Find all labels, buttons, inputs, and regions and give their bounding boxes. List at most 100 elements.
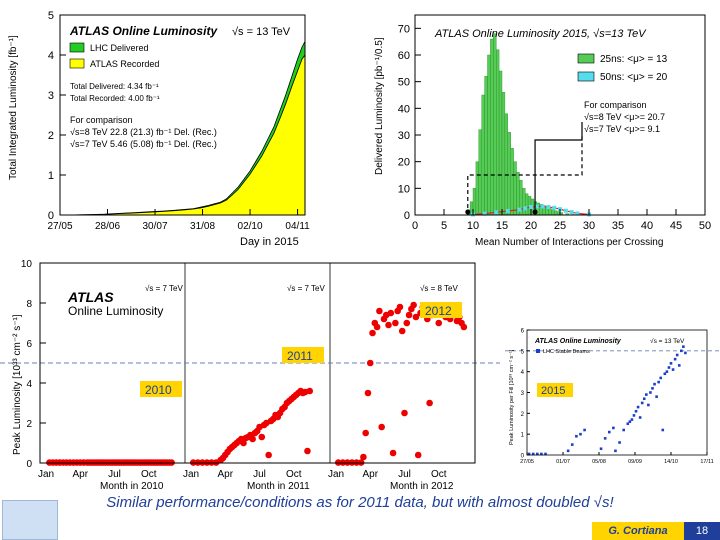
x-tick-label: 27/05 [520, 459, 534, 465]
data-point [653, 382, 656, 386]
marker-dot-8tev [532, 209, 538, 215]
histogram-bar-25ns [498, 70, 503, 216]
y-tick-label: 20 [398, 157, 410, 169]
chart-title: ATLAS [67, 289, 114, 305]
x-tick-label: 09/09 [628, 459, 642, 465]
data-point [544, 452, 547, 456]
comparison-8tev: √s=8 TeV <μ>= 20.7 [584, 112, 665, 122]
data-point-2012 [414, 451, 422, 459]
x-tick-label: 31/08 [190, 221, 215, 232]
peak-luminosity-history-chart: Jan Apr Jul Oct Jan Apr Jul Oct Jan Apr Jul Oct 0 2 4 6… [0, 255, 500, 495]
x-tick-label: Jan [328, 469, 344, 480]
y-tick-label: 30 [398, 130, 410, 142]
x-tick-label: Apr [217, 469, 233, 480]
data-point-2012 [378, 423, 385, 431]
legend-label-delivered: LHC Delivered [90, 43, 149, 53]
data-point-2011 [306, 387, 314, 395]
data-point-2012 [373, 323, 381, 331]
histogram-bar-25ns [487, 54, 491, 216]
page-number: 18 [684, 522, 720, 540]
year-label-2011-highlight [282, 347, 324, 363]
chart-title: ATLAS Online Luminosity [534, 338, 622, 345]
x-tick-label: 05/08 [592, 459, 606, 465]
y-tick-label: 0 [48, 210, 54, 222]
y-tick-label: 8 [26, 299, 32, 310]
data-point [607, 430, 611, 434]
histogram-bar-25ns [504, 113, 508, 216]
data-point-2012 [412, 313, 420, 321]
pileup-distribution-chart: 0 10 20 30 40 50 60 70 0 5 10 15 20 25 30 35 40 45 50 ATLA… [360, 0, 720, 250]
data-point-2012 [392, 319, 399, 327]
data-point [682, 345, 685, 348]
x-tick-label: 35 [612, 220, 624, 232]
x-tick-label: 02/10 [238, 221, 263, 232]
x-tick-label: Jul [108, 469, 121, 480]
data-point [570, 443, 574, 446]
chart-title: ATLAS Online Luminosity [69, 24, 218, 38]
data-point-2012 [426, 399, 433, 407]
x-tick-label: Oct [431, 469, 447, 480]
data-point [649, 391, 652, 394]
data-point-2012 [405, 311, 413, 319]
x-tick-label: 40 [641, 220, 653, 232]
x-tick-label: 17/11 [700, 459, 713, 465]
legend-label: LHC Stable Beams [543, 349, 590, 355]
y-tick-label: 2 [26, 419, 32, 430]
y-tick-label: 4 [521, 370, 525, 376]
y-tick-label: 0 [404, 210, 410, 222]
x-axis-label-2010: Month in 2010 [100, 481, 164, 492]
x-tick-label: Jan [38, 469, 54, 480]
histogram-bar-25ns [481, 94, 485, 216]
data-point-2012 [460, 323, 468, 331]
y-tick-label: 4 [26, 379, 32, 390]
legend-swatch-50ns [577, 71, 595, 82]
comparison-7tev: √s=7 TeV <μ>= 9.1 [584, 124, 660, 134]
data-point [583, 428, 586, 432]
data-point [657, 380, 660, 384]
y-tick-label: 3 [48, 90, 54, 102]
y-tick-label: 1 [48, 170, 54, 182]
y-tick-label: 40 [398, 103, 410, 115]
data-point-50ns [517, 207, 522, 212]
data-point [640, 401, 644, 405]
data-point-50ns [534, 204, 539, 209]
histogram-bar-25ns [478, 129, 482, 216]
marker-8tev [534, 122, 583, 215]
total-delivered: Total Delivered: 4.34 fb⁻¹ [70, 82, 159, 91]
marker-dot-7tev [465, 209, 471, 215]
y-tick-label: 0 [521, 454, 525, 460]
histogram-bar-25ns [501, 92, 506, 216]
x-tick-label: 20 [525, 220, 537, 232]
y-tick-label: 2 [48, 130, 54, 142]
y-tick-label: 50 [398, 77, 410, 89]
x-tick-label: Apr [362, 469, 378, 480]
x-tick-label: 0 [412, 220, 418, 232]
y-tick-label: 1 [521, 433, 525, 439]
data-point [645, 393, 648, 396]
data-point-2012 [385, 321, 392, 329]
chart-subtitle: Online Luminosity [68, 304, 163, 318]
histogram-bar-25ns [510, 148, 514, 216]
y-tick-label: 70 [398, 23, 410, 35]
energy-label: √s = 13 TeV [232, 26, 291, 38]
data-point-2012 [396, 303, 404, 311]
histogram-bar-25ns [507, 132, 511, 216]
year-label-2010: 2010 [145, 383, 172, 397]
histogram-bar-25ns [495, 49, 500, 216]
x-tick-label: 45 [670, 220, 682, 232]
data-point-2012 [398, 327, 406, 335]
histogram-bar-25ns [513, 161, 517, 216]
data-point [622, 428, 625, 432]
data-point [675, 353, 679, 357]
x-tick-label: 27/05 [47, 221, 72, 232]
data-point [634, 409, 638, 413]
data-point [677, 364, 681, 367]
data-point [566, 449, 570, 453]
data-point [531, 452, 535, 456]
data-point [535, 452, 539, 456]
x-tick-label: 30/07 [143, 221, 168, 232]
institute-logo [2, 500, 58, 540]
data-point-50ns [494, 210, 499, 215]
data-point-50ns [529, 205, 533, 209]
year-label-2012: 2012 [425, 304, 452, 318]
